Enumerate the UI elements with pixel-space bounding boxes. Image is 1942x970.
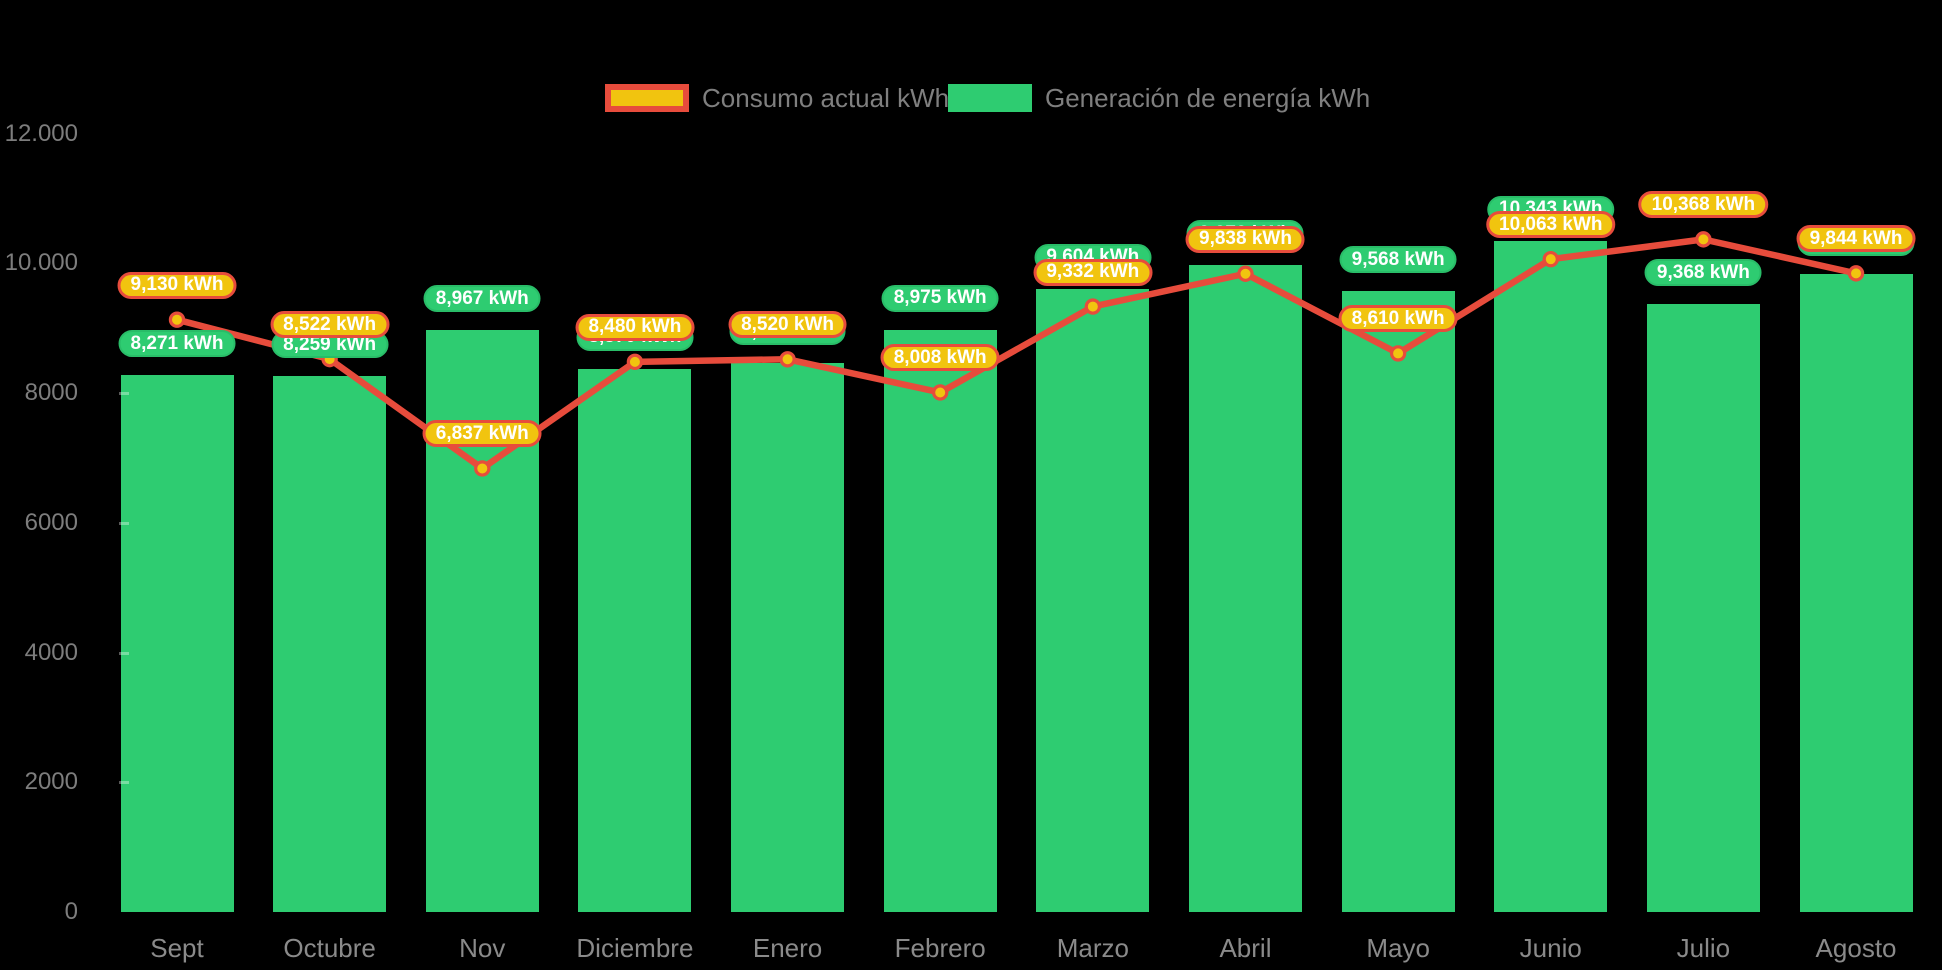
x-axis-label-julio: Julio [1676, 933, 1731, 963]
badge-consumo-nov: 6,837 kWh [422, 420, 542, 448]
badge-consumo-junio: 10,063 kWh [1486, 211, 1616, 239]
bar-febrero [883, 329, 997, 912]
x-axis-label-enero: Enero [752, 933, 823, 963]
y-axis-label-8000: 8000 [24, 379, 78, 406]
bar-julio [1646, 304, 1760, 912]
bar-agosto [1799, 273, 1913, 912]
x-axis-label-nov: Nov [459, 933, 506, 963]
badge-consumo-julio: 10,368 kWh [1638, 191, 1769, 219]
y-axis-tick-6000 [119, 521, 129, 525]
y-axis-label-0: 0 [64, 898, 78, 925]
line-point-julio [1695, 231, 1712, 248]
legend-item-consumo[interactable]: Consumo actual kWh [605, 84, 949, 112]
badge-consumo-octubre: 8,522 kWh [270, 311, 390, 339]
x-axis-label-octubre: Octubre [283, 933, 376, 963]
legend-item-generacion[interactable]: Generación de energía kWh [948, 84, 1370, 112]
y-axis-label-4000: 4000 [24, 638, 78, 666]
line-point-mayo [1389, 345, 1407, 362]
bar-diciembre [578, 368, 692, 912]
legend-label-generacion: Generación de energía kWh [1045, 83, 1371, 113]
y-axis-label-12000: 12.000 [4, 119, 78, 147]
badge-generacion-febrero: 8,975 kWh [881, 284, 999, 312]
y-axis-tick-8000 [119, 392, 129, 395]
legend-swatch-generacion-icon [948, 84, 1032, 112]
badge-consumo-marzo: 9,332 kWh [1033, 258, 1153, 286]
x-axis-label-marzo: Marzo [1056, 933, 1129, 963]
badge-consumo-sept: 9,130 kWh [117, 271, 237, 299]
line-point-junio [1542, 250, 1559, 268]
legend-swatch-consumo-icon [605, 84, 689, 112]
line-point-agosto [1847, 265, 1865, 282]
badge-generacion-nov: 8,967 kWh [423, 285, 541, 313]
y-axis-tick-2000 [119, 781, 129, 785]
bar-octubre [273, 376, 387, 912]
badge-consumo-mayo: 8,610 kWh [1338, 305, 1458, 333]
x-axis-label-diciembre: Diciembre [576, 933, 694, 963]
badge-consumo-agosto: 9,844 kWh [1796, 225, 1916, 253]
line-point-marzo [1084, 298, 1102, 315]
badge-consumo-febrero: 8,008 kWh [880, 344, 1000, 372]
y-axis-label-10000: 10.000 [4, 249, 78, 277]
bar-marzo [1036, 288, 1150, 912]
y-axis-label-2000: 2000 [24, 768, 78, 796]
y-axis-label-6000: 6000 [24, 508, 78, 536]
consumption-line [173, 236, 1860, 472]
line-point-diciembre [626, 353, 644, 371]
line-point-abril [1237, 265, 1254, 282]
badge-generacion-octubre: 8,259 kWh [271, 331, 389, 359]
bar-junio [1494, 240, 1608, 912]
badge-generacion-sept: 8,271 kWh [118, 330, 236, 358]
x-axis-label-sept: Sept [150, 933, 204, 963]
x-axis-label-febrero: Febrero [894, 933, 986, 963]
x-axis-label-mayo: Mayo [1366, 933, 1430, 963]
badge-consumo-enero: 8,520 kWh [728, 311, 848, 339]
bar-enero [731, 363, 845, 912]
x-axis-label-agosto: Agosto [1815, 933, 1897, 963]
badge-generacion-julio: 9,368 kWh [1644, 259, 1762, 287]
badge-consumo-abril: 9,838 kWh [1186, 225, 1305, 253]
x-axis-label-junio: Junio [1519, 933, 1582, 963]
bar-mayo [1341, 291, 1455, 912]
line-point-sept [168, 311, 186, 328]
badge-generacion-mayo: 9,568 kWh [1339, 246, 1457, 274]
bar-abril [1188, 265, 1302, 912]
line-point-febrero [932, 384, 949, 401]
x-axis-label-abril: Abril [1219, 933, 1272, 963]
bar-sept [120, 375, 234, 912]
line-point-enero [779, 351, 796, 368]
line-point-nov [474, 460, 491, 477]
legend-label-consumo: Consumo actual kWh [702, 83, 950, 113]
badge-consumo-diciembre: 8,480 kWh [575, 313, 695, 341]
y-axis-tick-4000 [119, 651, 129, 655]
